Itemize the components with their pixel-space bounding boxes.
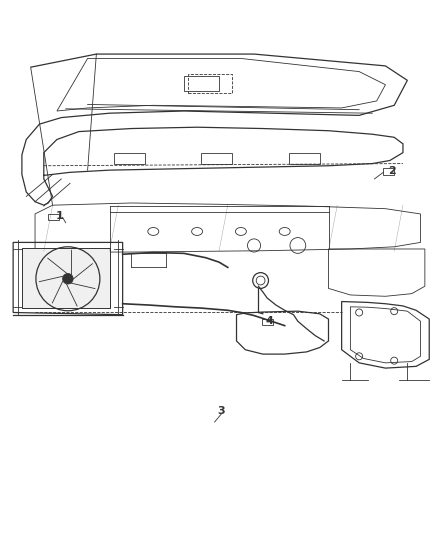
Bar xyxy=(188,74,232,93)
Bar xyxy=(114,152,145,164)
Text: 1: 1 xyxy=(55,211,63,221)
Bar xyxy=(184,76,219,91)
Bar xyxy=(48,214,59,220)
Text: 2: 2 xyxy=(388,166,396,176)
Bar xyxy=(262,319,273,325)
Bar xyxy=(201,152,232,164)
Bar xyxy=(22,248,110,308)
Text: 4: 4 xyxy=(265,316,273,326)
Bar xyxy=(289,152,320,164)
Circle shape xyxy=(63,273,73,284)
Bar xyxy=(22,248,110,308)
Text: 3: 3 xyxy=(217,406,225,416)
Bar xyxy=(383,168,394,174)
